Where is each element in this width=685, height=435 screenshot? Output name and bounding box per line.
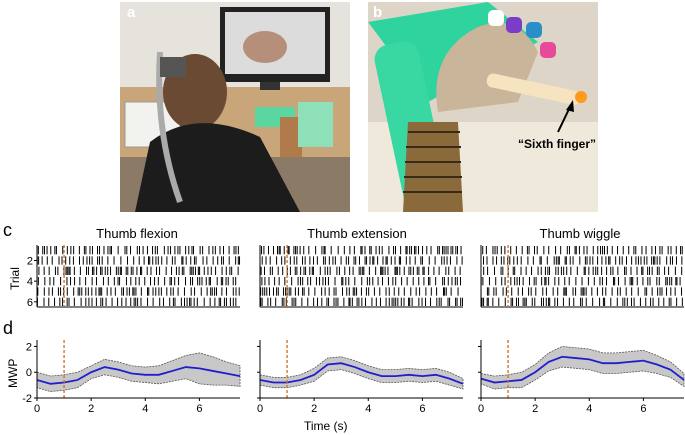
mwp-confidence-band	[259, 356, 464, 390]
title-thumb-flexion: Thumb flexion	[96, 226, 178, 241]
mwp-xtick-label: 0	[257, 403, 263, 415]
panel-letter-d: d	[3, 318, 14, 338]
mwp-xtick-label: 4	[586, 403, 592, 415]
mwp-confidence-band	[480, 346, 685, 390]
raster-ytick-label: 6	[27, 297, 33, 309]
mwp-ytick-label: 0	[26, 367, 32, 379]
mwp-xtick-label: 2	[311, 403, 317, 415]
raster-ytick-label: 2	[27, 256, 33, 268]
mwp-mean-line	[480, 355, 685, 384]
mwp-xtick-label: 2	[532, 403, 538, 415]
photo-b-illustration	[368, 2, 598, 212]
mwp-mean-line	[259, 362, 464, 385]
sixth-finger-arrow	[557, 100, 574, 133]
mwp-ytick-label: -2	[22, 393, 32, 405]
panel-letter-a: a	[127, 4, 136, 21]
photo-a: a	[120, 2, 350, 212]
mwp-xtick-label: 6	[640, 403, 646, 415]
xlabel-time: Time (s)	[304, 419, 348, 433]
mwp-mean-line	[36, 366, 241, 385]
mwp-xtick-label: 0	[34, 403, 40, 415]
mwp-ytick-label: 2	[26, 341, 32, 353]
title-thumb-wiggle: Thumb wiggle	[539, 226, 621, 241]
mwp-xtick-label: 6	[196, 403, 202, 415]
mwp-confidence-band	[36, 352, 241, 392]
mwp-xtick-label: 6	[419, 403, 425, 415]
photo-b: b “Sixth finger”	[368, 2, 598, 212]
mwp-xtick-label: 0	[478, 403, 484, 415]
title-thumb-extension: Thumb extension	[307, 226, 407, 241]
panel-letter-c: c	[3, 220, 12, 240]
sixth-finger-annotation: “Sixth finger”	[518, 137, 597, 151]
photo-a-illustration	[120, 2, 350, 212]
raster-ytick-label: 4	[27, 276, 33, 288]
panel-letter-b: b	[373, 4, 383, 21]
mwp-xtick-label: 4	[142, 403, 148, 415]
mwp-xtick-label: 2	[88, 403, 94, 415]
mwp-xtick-label: 4	[365, 403, 371, 415]
